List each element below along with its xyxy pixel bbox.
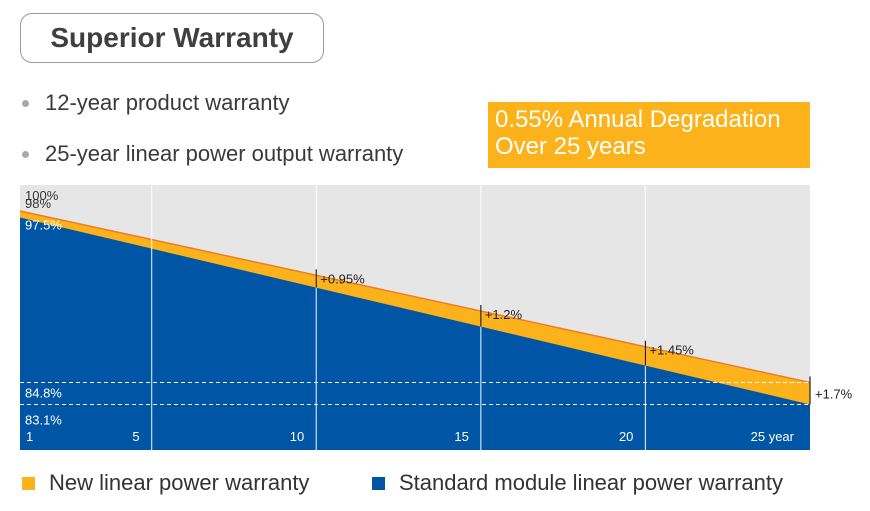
x-tick-label: 25 year (751, 429, 795, 444)
title-box: Superior Warranty (20, 13, 324, 63)
legend-item-new: New linear power warranty (22, 470, 309, 496)
standard-warranty-area (20, 217, 810, 450)
legend-item-standard: Standard module linear power warranty (372, 470, 783, 496)
bullet-dot-icon (22, 150, 29, 158)
annotation-label: +1.2% (485, 307, 523, 322)
y-label: 97.5% (25, 217, 62, 232)
y-label: 98% (25, 196, 51, 211)
x-tick-label: 15 (454, 429, 468, 444)
bullet-power-warranty: 25-year linear power output warranty (22, 141, 403, 167)
y-label: 84.8% (25, 385, 62, 400)
x-tick-label: 20 (619, 429, 633, 444)
annotation-label: +1.45% (649, 343, 694, 358)
x-tick-label: 1 (26, 429, 33, 444)
page-title: Superior Warranty (50, 22, 294, 53)
bullet-text: 12-year product warranty (45, 90, 290, 115)
y-label: 100% (25, 188, 59, 203)
legend-label-standard: Standard module linear power warranty (399, 470, 783, 495)
legend-label-new: New linear power warranty (49, 470, 310, 495)
bullet-product-warranty: 12-year product warranty (22, 90, 290, 116)
x-tick-label: 5 (132, 429, 139, 444)
legend-swatch-standard (372, 476, 385, 490)
legend-swatch-new (22, 476, 35, 490)
y-label: 83.1% (25, 413, 62, 428)
bullet-dot-icon (22, 99, 29, 107)
degradation-callout: 0.55% Annual Degradation Over 25 years (488, 102, 810, 168)
annotation-label: +0.95% (320, 271, 365, 286)
callout-line-1: 0.55% Annual Degradation (495, 106, 781, 133)
bullet-text: 25-year linear power output warranty (45, 141, 404, 166)
callout-line-2: Over 25 years (495, 133, 646, 160)
x-tick-label: 10 (290, 429, 304, 444)
annotation-label: +1.7% (815, 386, 853, 401)
